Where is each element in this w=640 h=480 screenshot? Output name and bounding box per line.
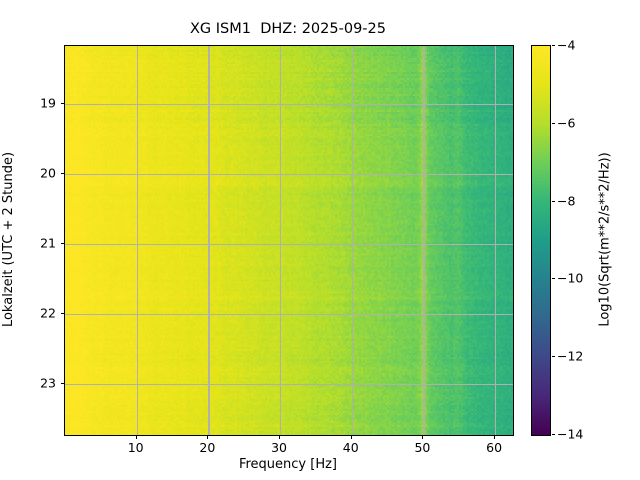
colorbar-tick-mark	[551, 278, 555, 280]
colorbar-gradient	[532, 46, 550, 435]
colorbar-tick-mark	[551, 356, 555, 358]
colorbar[interactable]	[531, 45, 551, 436]
x-tick-label: 40	[342, 440, 359, 455]
y-axis-label: Lokalzeit (UTC + 2 Stunde)	[0, 45, 18, 434]
spectrogram-image	[65, 46, 513, 435]
y-tick-label: 23	[40, 375, 56, 391]
x-tick-label: 20	[199, 440, 216, 455]
colorbar-tick-label: −12	[557, 348, 584, 364]
colorbar-tick-mark	[551, 200, 555, 202]
colorbar-tick-mark	[551, 45, 555, 46]
x-tick-mark	[279, 435, 281, 439]
colorbar-tick-label: −6	[557, 115, 576, 131]
colorbar-tick-label: −14	[557, 426, 584, 442]
x-tick-label: 50	[414, 440, 431, 455]
y-axis-label-text: Lokalzeit (UTC + 2 Stunde)	[1, 151, 17, 328]
colorbar-tick-label: −4	[557, 37, 576, 53]
y-tick-mark	[60, 313, 64, 314]
x-tick-mark	[207, 435, 209, 439]
y-tick-mark	[60, 243, 64, 244]
y-tick-mark	[60, 103, 64, 104]
y-tick-mark	[60, 383, 64, 384]
colorbar-tick-label: −10	[557, 270, 584, 286]
x-tick-mark	[135, 435, 137, 439]
x-tick-label: 10	[127, 440, 144, 455]
y-tick-label: 22	[40, 305, 56, 321]
spectrogram-plot-area[interactable]	[64, 45, 514, 436]
x-tick-label: 60	[486, 440, 503, 455]
x-axis-label-text: Frequency [Hz]	[238, 457, 338, 472]
x-tick-label: 30	[271, 440, 287, 455]
colorbar-label: Log10(Sqrt(m**2/s**2/Hz))	[595, 45, 615, 434]
y-tick-label: 21	[40, 235, 56, 251]
x-axis-label: Frequency [Hz]	[64, 457, 512, 472]
colorbar-label-text: Log10(Sqrt(m**2/s**2/Hz))	[597, 152, 613, 327]
page-title: XG ISM1 DHZ: 2025-09-25	[190, 21, 386, 37]
y-tick-label: 19	[40, 95, 56, 111]
x-tick-mark	[494, 435, 496, 439]
y-tick-label: 20	[40, 165, 56, 181]
x-tick-mark	[422, 435, 424, 439]
colorbar-tick-label: −8	[557, 193, 576, 209]
y-tick-mark	[60, 173, 64, 174]
x-tick-mark	[350, 435, 352, 439]
colorbar-tick-mark	[551, 434, 555, 435]
colorbar-tick-mark	[551, 122, 555, 124]
